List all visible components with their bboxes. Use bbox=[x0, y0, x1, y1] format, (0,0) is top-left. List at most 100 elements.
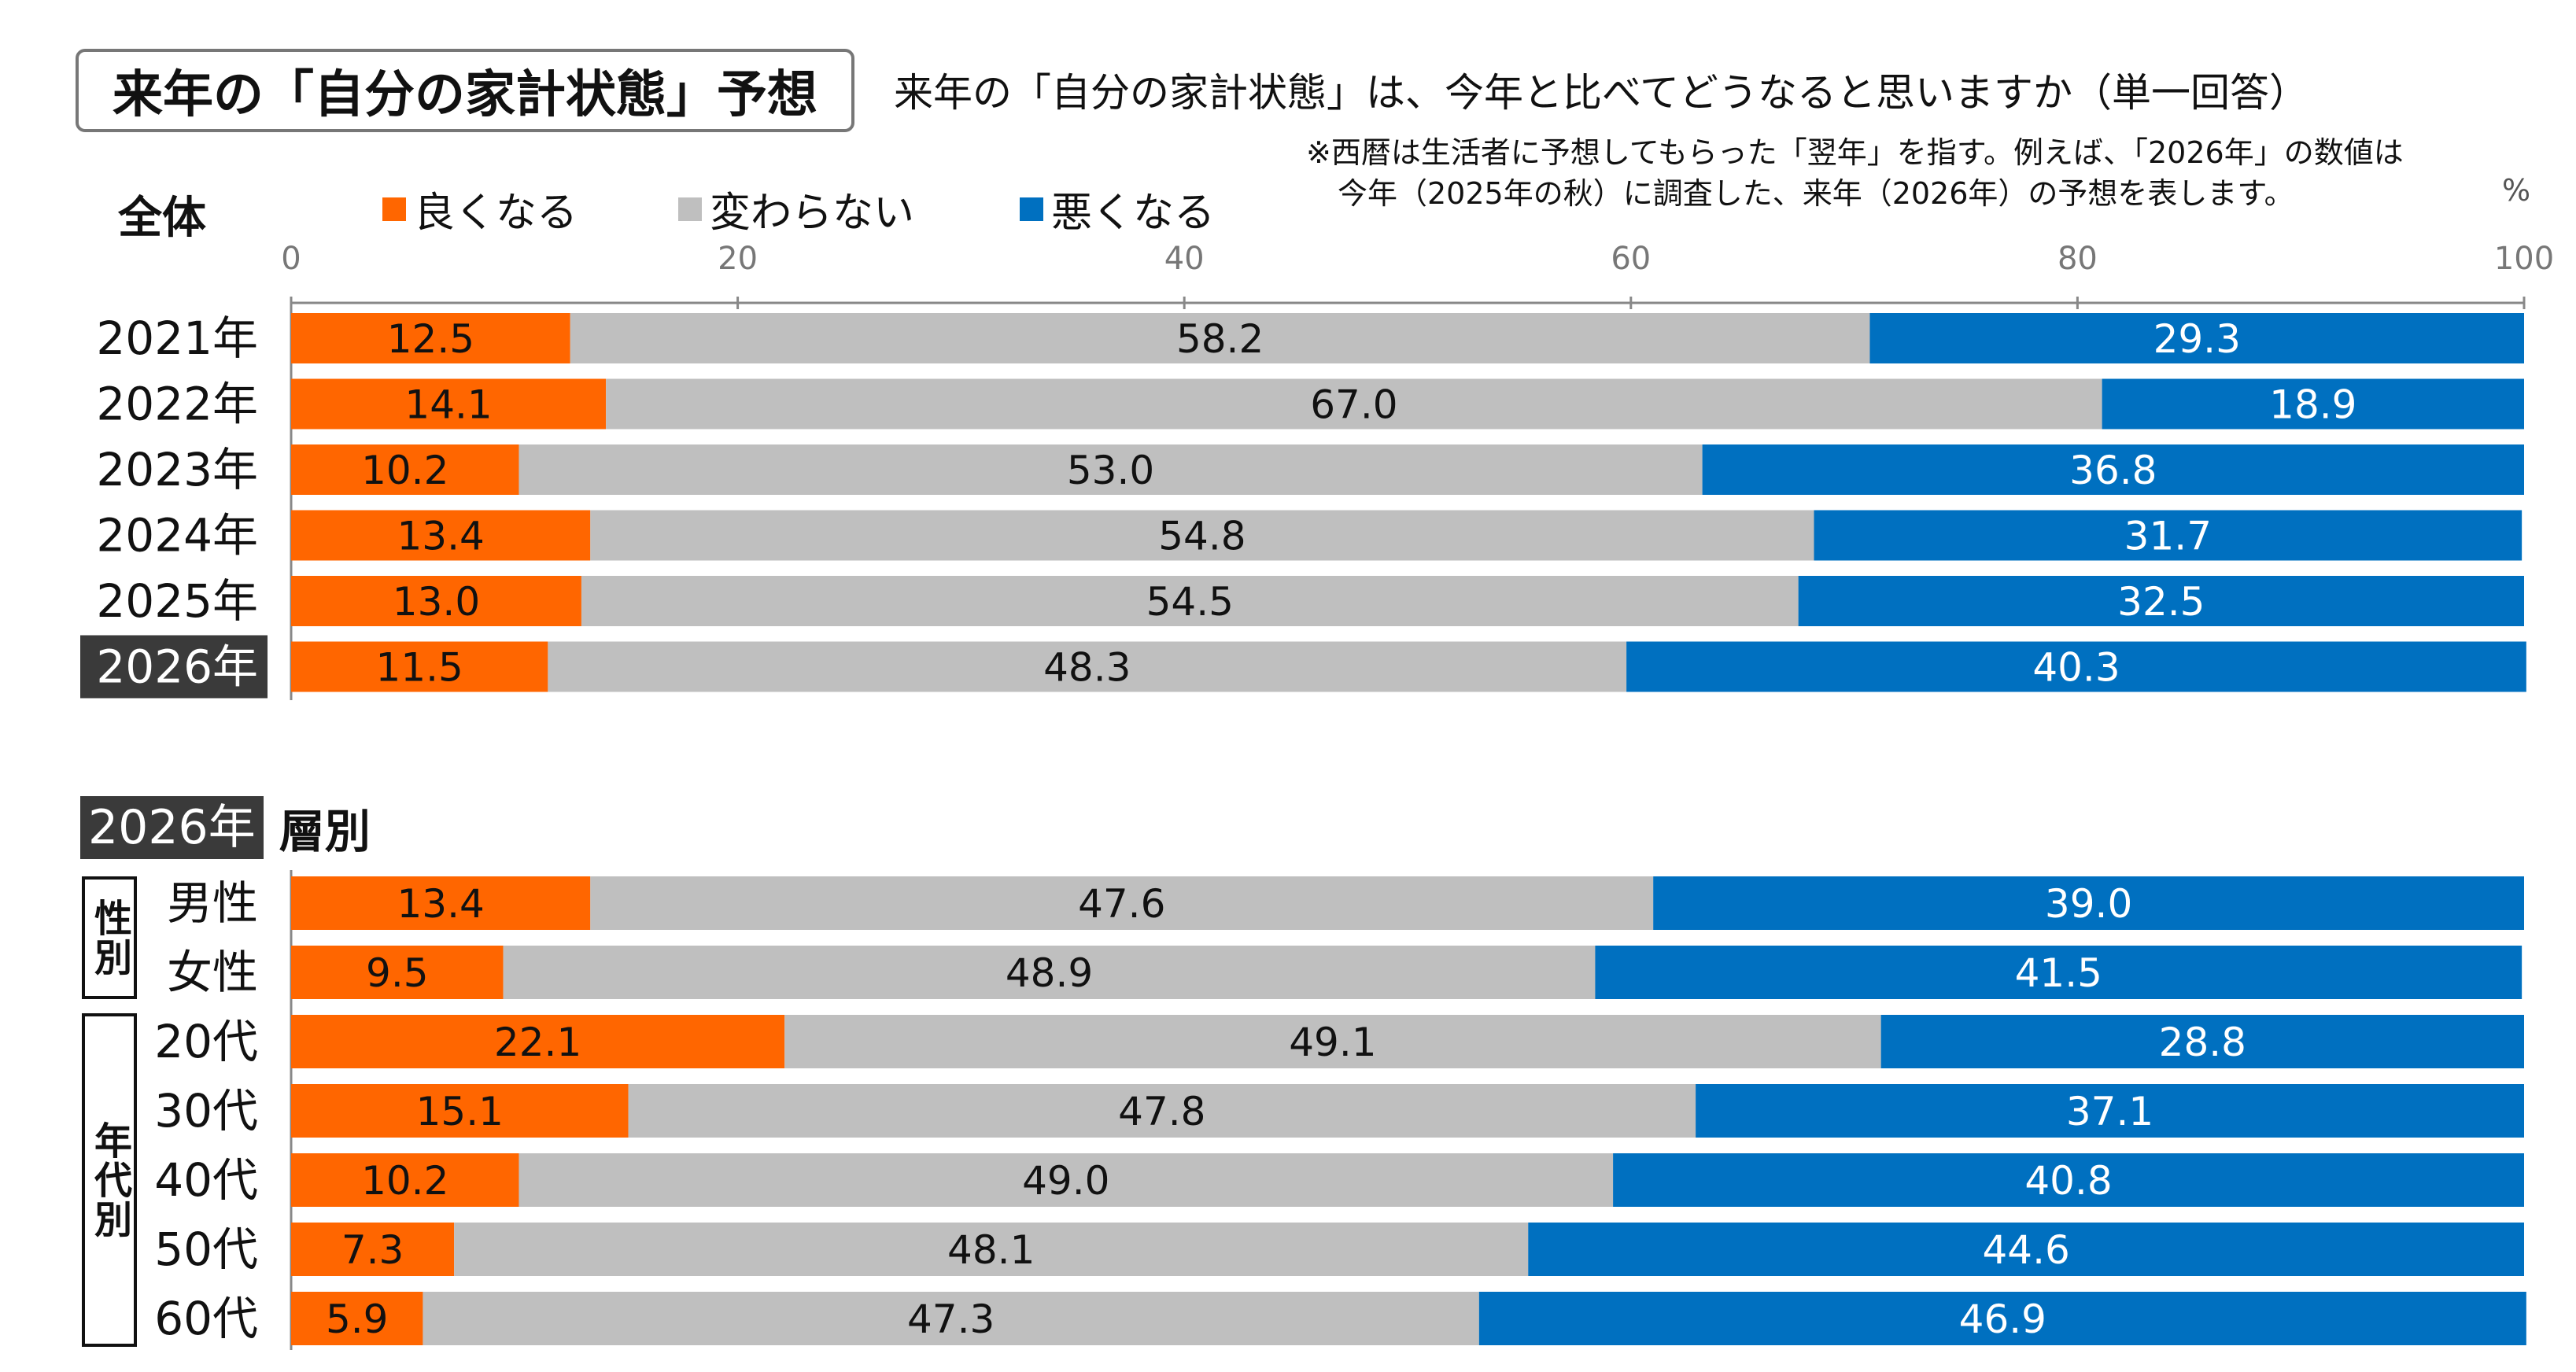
overall-category-label: 2025年 bbox=[96, 574, 258, 628]
overall-bar-segment bbox=[291, 576, 581, 626]
overall-data-label: 31.7 bbox=[2124, 514, 2212, 559]
segment-bar-segment bbox=[1880, 1015, 2524, 1068]
overall-category-label: 2021年 bbox=[96, 312, 258, 365]
segment-category-label: 60代 bbox=[154, 1292, 258, 1345]
overall-bar-segment bbox=[1869, 313, 2524, 363]
overall-category-label: 2023年 bbox=[96, 443, 258, 496]
overall-category-label: 2026年 bbox=[96, 640, 258, 694]
segment-data-label: 22.1 bbox=[494, 1020, 581, 1065]
segment-category-label: 40代 bbox=[154, 1153, 258, 1207]
segment-bar-segment bbox=[291, 876, 591, 930]
segment-data-label: 48.1 bbox=[947, 1227, 1035, 1273]
overall-data-label: 53.0 bbox=[1067, 448, 1154, 493]
overall-data-label: 11.5 bbox=[376, 645, 463, 691]
overall-data-label: 13.0 bbox=[393, 579, 480, 625]
x-tick-label: 0 bbox=[281, 241, 301, 277]
overall-data-label: 13.4 bbox=[397, 514, 484, 559]
overall-category-label: 2024年 bbox=[96, 509, 258, 562]
legend-item-bad: 悪くなる bbox=[1020, 179, 1215, 238]
overall-bar-segment bbox=[1702, 444, 2524, 495]
x-tick-label: 20 bbox=[718, 241, 758, 277]
overall-data-label: 67.0 bbox=[1310, 382, 1397, 428]
section-header-segments: 2026年 層別 bbox=[80, 795, 371, 861]
footnote-line-2: 今年（2025年の秋）に調査した、来年（2026年）の予想を表します。 bbox=[1338, 176, 2294, 211]
overall-data-label: 54.5 bbox=[1146, 579, 1234, 625]
segment-data-label: 37.1 bbox=[2066, 1089, 2153, 1134]
segment-data-label: 49.0 bbox=[1022, 1158, 1109, 1204]
segment-data-label: 40.8 bbox=[2024, 1158, 2112, 1204]
segment-data-label: 47.3 bbox=[907, 1296, 995, 1342]
group-box-age: 年代別 bbox=[82, 1013, 137, 1347]
overall-bar-segment bbox=[519, 444, 1703, 495]
survey-question: 来年の「自分の家計状態」は、今年と比べてどうなると思いますか（単一回答） bbox=[894, 70, 2308, 116]
segment-data-label: 47.6 bbox=[1078, 881, 1165, 927]
section-label-overall: 全体 bbox=[118, 193, 206, 244]
group-box-gender: 性別 bbox=[82, 876, 137, 999]
overall-bar-segment bbox=[291, 641, 548, 692]
segment-bar-segment bbox=[1696, 1084, 2524, 1138]
segment-data-label: 15.1 bbox=[416, 1089, 504, 1134]
x-tick-label: 80 bbox=[2057, 241, 2098, 277]
overall-category-label: 2022年 bbox=[96, 378, 258, 431]
overall-bar-segment bbox=[606, 378, 2102, 430]
overall-bar-segment bbox=[2102, 378, 2524, 430]
overall-bar-segment bbox=[291, 378, 607, 430]
segment-data-label: 13.4 bbox=[397, 881, 484, 927]
segment-bar-segment bbox=[291, 1015, 785, 1068]
overall-bar-segment bbox=[570, 313, 1870, 363]
segment-bar-segment bbox=[1595, 946, 2522, 999]
segment-bar-segment bbox=[291, 1223, 455, 1276]
section-label-segments: 層別 bbox=[279, 805, 371, 858]
segment-bar-segment bbox=[1478, 1292, 2526, 1345]
overall-data-label: 32.5 bbox=[2117, 579, 2205, 625]
segment-bar-segment bbox=[454, 1223, 1529, 1276]
x-tick-label: 100 bbox=[2494, 241, 2554, 277]
overall-data-label: 12.5 bbox=[387, 316, 474, 362]
segment-data-label: 41.5 bbox=[2015, 950, 2102, 996]
segment-data-label: 5.9 bbox=[326, 1296, 389, 1342]
overall-category-highlight bbox=[80, 635, 268, 699]
segment-category-label: 20代 bbox=[154, 1015, 258, 1068]
overall-data-label: 14.1 bbox=[404, 382, 492, 428]
segment-bar-segment bbox=[291, 1153, 519, 1207]
overall-data-label: 18.9 bbox=[2269, 382, 2356, 428]
overall-bar-segment bbox=[548, 641, 1627, 692]
legend-label-same: 変わらない bbox=[710, 190, 915, 237]
segment-data-label: 9.5 bbox=[366, 950, 429, 996]
legend-label-bad: 悪くなる bbox=[1051, 190, 1216, 237]
overall-bar-segment bbox=[1814, 510, 2522, 561]
overall-bar-segment bbox=[291, 510, 591, 561]
segment-bar-segment bbox=[590, 876, 1654, 930]
segment-category-label: 女性 bbox=[167, 946, 258, 999]
overall-data-label: 58.2 bbox=[1176, 316, 1264, 362]
segment-category-label: 50代 bbox=[154, 1223, 258, 1276]
footnote: ※西暦は生活者に予想してもらった「翌年」を指す。例えば、「2026年」の数値は … bbox=[1306, 132, 2404, 214]
segment-data-label: 47.8 bbox=[1118, 1089, 1205, 1134]
overall-data-label: 29.3 bbox=[2153, 316, 2241, 362]
overall-bar-segment bbox=[1798, 576, 2524, 626]
segment-bar-segment bbox=[1653, 876, 2524, 930]
legend-label-good: 良くなる bbox=[414, 190, 578, 237]
segment-data-label: 46.9 bbox=[1959, 1296, 2046, 1342]
legend-swatch-same bbox=[678, 197, 702, 221]
segment-bar-segment bbox=[291, 946, 504, 999]
overall-data-label: 10.2 bbox=[361, 448, 448, 493]
segment-data-label: 49.1 bbox=[1289, 1020, 1376, 1065]
segment-bar-segment bbox=[628, 1084, 1696, 1138]
segment-data-label: 28.8 bbox=[2159, 1020, 2246, 1065]
overall-bar-segment bbox=[1626, 641, 2526, 692]
segment-bar-segment bbox=[519, 1153, 1614, 1207]
segment-bar-segment bbox=[291, 1084, 629, 1138]
segment-data-label: 44.6 bbox=[1982, 1227, 2069, 1273]
overall-data-label: 48.3 bbox=[1043, 645, 1131, 691]
overall-data-label: 36.8 bbox=[2069, 448, 2157, 493]
legend-item-good: 良くなる bbox=[382, 179, 578, 238]
x-tick-label: 40 bbox=[1164, 241, 1205, 277]
segment-bar-segment bbox=[503, 946, 1596, 999]
overall-data-label: 40.3 bbox=[2032, 645, 2120, 691]
segment-bar-segment bbox=[1613, 1153, 2524, 1207]
overall-bar-segment bbox=[581, 576, 1799, 626]
segment-data-label: 7.3 bbox=[341, 1227, 404, 1273]
segment-category-label: 30代 bbox=[154, 1084, 258, 1138]
